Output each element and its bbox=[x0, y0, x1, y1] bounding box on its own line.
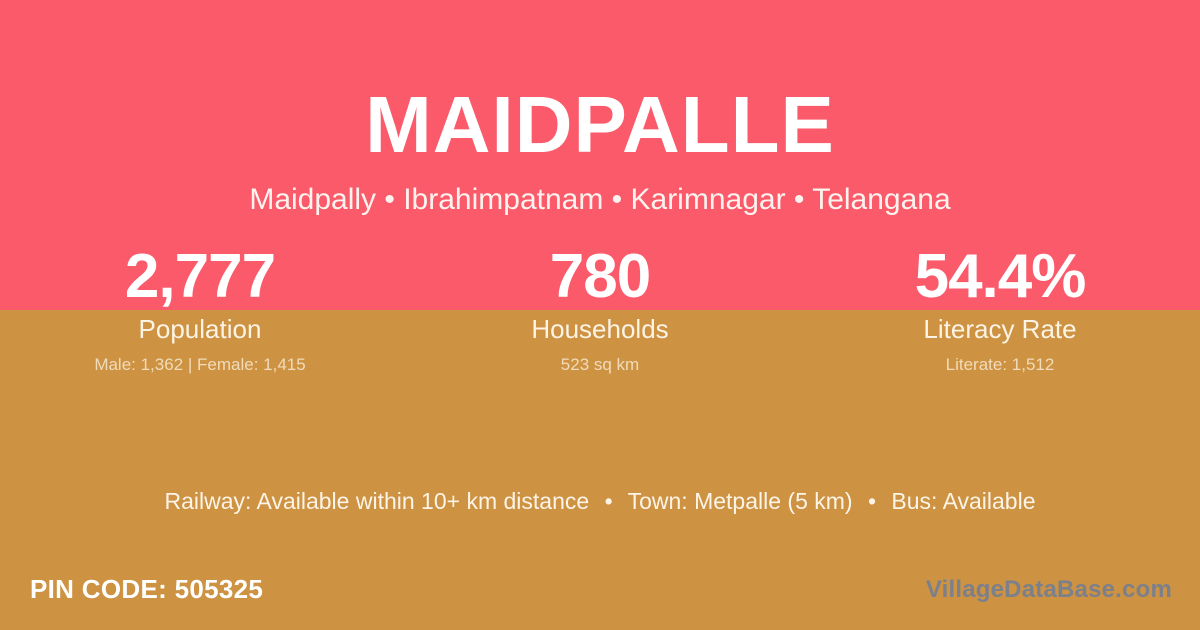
stat-value: 2,777 bbox=[124, 242, 276, 311]
stat-sublabel: Male: 1,362 | Female: 1,415 bbox=[94, 355, 306, 374]
bus-info: Bus: Available bbox=[891, 488, 1036, 514]
bottom-color-band bbox=[0, 310, 1200, 630]
card-footer: PIN CODE: 505325 VillageDataBase.com bbox=[0, 572, 1200, 612]
pin-code: PIN CODE: 505325 bbox=[30, 574, 264, 604]
top-color-band bbox=[0, 0, 1200, 310]
railway-info: Railway: Available within 10+ km distanc… bbox=[164, 488, 590, 514]
stat-label: Households bbox=[531, 314, 669, 344]
brand-watermark: VillageDataBase.com bbox=[925, 576, 1172, 603]
bullet-separator-icon: • bbox=[867, 488, 877, 514]
stat-label: Population bbox=[138, 314, 262, 344]
page-title: MAIDPALLE bbox=[365, 80, 835, 169]
stat-population: 2,777 Population Male: 1,362 | Female: 1… bbox=[0, 243, 400, 376]
stat-literacy-rate: 54.4% Literacy Rate Literate: 1,512 bbox=[800, 243, 1200, 376]
stat-label: Literacy Rate bbox=[923, 314, 1077, 344]
breadcrumb: Maidpally • Ibrahimpatnam • Karimnagar •… bbox=[249, 183, 951, 216]
town-info: Town: Metpalle (5 km) bbox=[627, 488, 853, 514]
stat-sublabel: Literate: 1,512 bbox=[945, 355, 1055, 374]
stat-households: 780 Households 523 sq km bbox=[400, 243, 800, 376]
stat-sublabel: 523 sq km bbox=[560, 355, 640, 374]
stats-row: 2,777 Population Male: 1,362 | Female: 1… bbox=[0, 243, 1200, 376]
transport-info-row: Railway: Available within 10+ km distanc… bbox=[0, 486, 1200, 516]
stat-value: 780 bbox=[549, 242, 651, 311]
bullet-separator-icon: • bbox=[604, 488, 613, 514]
stat-value: 54.4% bbox=[914, 242, 1087, 311]
